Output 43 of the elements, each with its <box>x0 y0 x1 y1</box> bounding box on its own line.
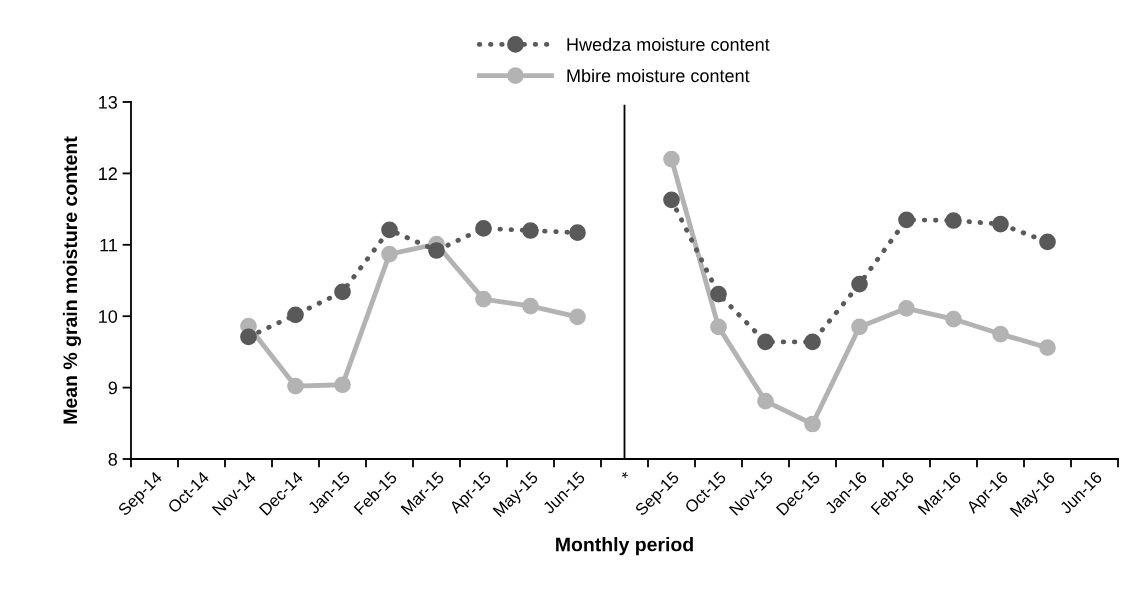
point <box>428 242 445 259</box>
point <box>334 283 351 301</box>
point <box>569 308 586 326</box>
y-tick-label: 11 <box>100 238 117 252</box>
point <box>992 215 1009 233</box>
x-tick-label: * <box>620 470 629 480</box>
point <box>1039 339 1056 356</box>
y-tick-label: 13 <box>99 95 118 109</box>
point <box>475 220 492 237</box>
point <box>475 290 492 308</box>
point <box>663 150 680 168</box>
point <box>757 333 774 351</box>
point <box>287 306 304 324</box>
point <box>287 377 304 395</box>
point <box>804 333 821 351</box>
point <box>522 297 539 315</box>
point <box>334 376 351 394</box>
legend-label: Mbire moisture content <box>567 68 750 83</box>
point <box>992 325 1009 343</box>
point <box>381 245 398 263</box>
point <box>569 224 586 241</box>
point <box>240 328 257 346</box>
point <box>804 415 821 433</box>
point <box>1039 233 1056 251</box>
y-axis-title: Mean % grain moisture content <box>62 136 82 424</box>
point <box>945 212 962 229</box>
x-axis-title: Monthly period <box>556 537 693 556</box>
point <box>757 392 774 410</box>
y-tick-label: 8 <box>108 452 118 466</box>
point <box>898 211 915 229</box>
y-tick-label: 9 <box>108 381 117 395</box>
point <box>851 318 868 336</box>
point <box>710 285 727 303</box>
point <box>945 310 962 328</box>
point <box>381 221 398 239</box>
y-tick-label: 10 <box>99 310 118 323</box>
point <box>898 300 915 317</box>
point <box>663 191 680 209</box>
point <box>522 222 539 239</box>
point <box>851 275 868 293</box>
point <box>710 318 727 336</box>
y-tick-label: 12 <box>99 167 117 180</box>
legend-label: Hwedza moisture content <box>567 37 770 51</box>
